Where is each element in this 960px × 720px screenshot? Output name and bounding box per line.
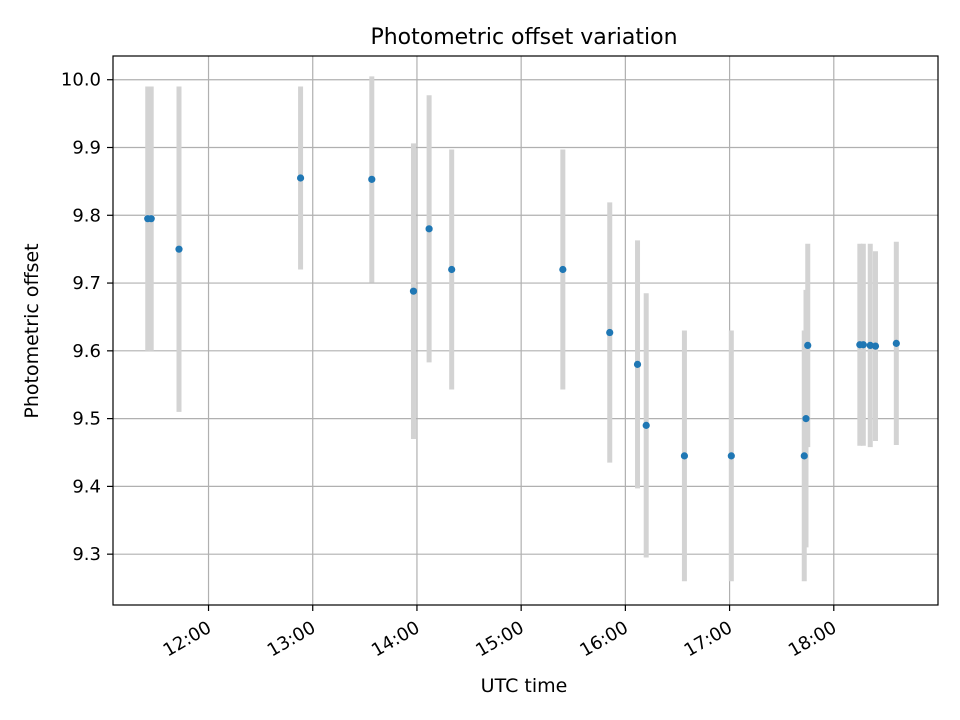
data-point — [633, 360, 642, 368]
data-points — [144, 174, 900, 460]
y-tick-label: 9.7 — [72, 273, 101, 294]
data-point — [368, 175, 376, 183]
data-point — [642, 421, 650, 429]
chart-title: Photometric offset variation — [370, 25, 677, 50]
plot-frame — [112, 55, 939, 606]
data-point — [296, 174, 305, 182]
data-point — [448, 265, 456, 274]
y-tick-label: 9.5 — [72, 409, 101, 430]
data-point — [859, 341, 867, 349]
data-point — [606, 328, 614, 337]
data-point — [147, 215, 155, 223]
data-point — [892, 339, 900, 347]
x-axis-title: UTC time — [481, 675, 568, 697]
y-axis-title: Photometric offset — [21, 243, 43, 418]
y-tick-label: 9.9 — [72, 138, 101, 159]
data-point — [800, 452, 808, 460]
data-point — [559, 265, 567, 274]
y-tick-label: 9.8 — [72, 205, 101, 226]
data-point — [871, 342, 880, 350]
y-tick-label: 10.0 — [61, 70, 101, 91]
y-tick-label: 9.4 — [72, 476, 101, 497]
data-point — [425, 225, 433, 233]
data-point — [804, 341, 812, 350]
y-tick-label: 9.6 — [72, 341, 101, 362]
y-tick-label: 9.3 — [72, 544, 101, 565]
data-point — [409, 287, 418, 295]
data-point — [802, 415, 810, 423]
data-point — [175, 245, 183, 253]
data-point — [680, 452, 689, 460]
data-point — [727, 452, 735, 460]
